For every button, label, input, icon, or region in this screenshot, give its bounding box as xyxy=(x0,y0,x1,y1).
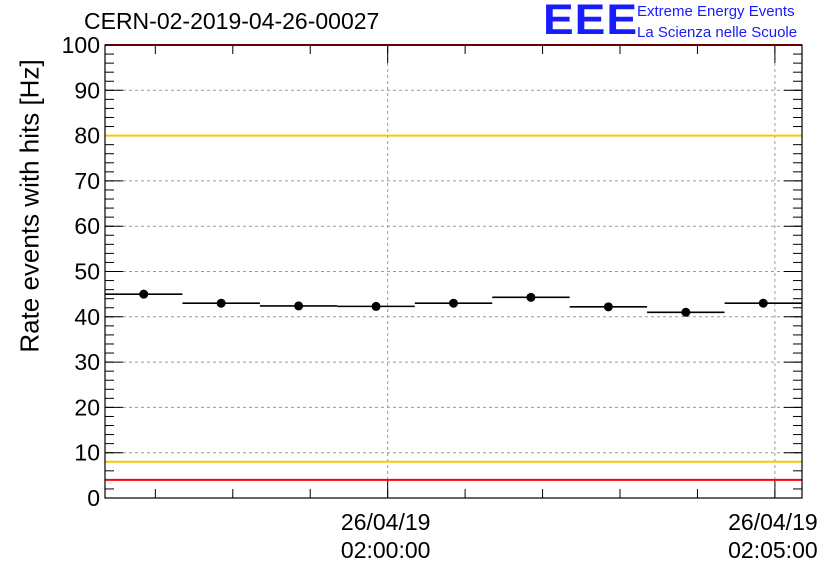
logo-line-1: Extreme Energy Events xyxy=(637,3,795,20)
x-tick-label-time: 02:05:00 xyxy=(728,537,818,563)
y-tick-label: 50 xyxy=(74,259,100,285)
y-tick-label: 10 xyxy=(74,440,100,466)
x-tick-label-date: 26/04/19 xyxy=(728,509,818,535)
y-tick-label: 40 xyxy=(74,304,100,330)
logo-line-2: La Scienza nelle Scuole xyxy=(637,24,798,41)
y-tick-label: 0 xyxy=(87,485,100,511)
data-point xyxy=(216,298,226,308)
x-tick-label-time: 02:00:00 xyxy=(341,537,431,563)
y-tick-label: 20 xyxy=(74,394,100,420)
data-point xyxy=(681,307,691,317)
y-tick-label: 30 xyxy=(74,349,100,375)
data-point xyxy=(371,301,381,311)
y-tick-label: 80 xyxy=(74,123,100,149)
y-tick-label: 90 xyxy=(74,77,100,103)
data-point xyxy=(139,289,149,299)
data-point xyxy=(449,298,458,308)
chart-title: CERN-02-2019-04-26-00027 xyxy=(84,8,380,34)
x-tick-label-date: 26/04/19 xyxy=(341,509,431,535)
data-point xyxy=(526,292,536,302)
data-point xyxy=(294,301,304,311)
y-tick-label: 70 xyxy=(74,168,100,194)
data-point xyxy=(758,298,768,308)
data-point xyxy=(603,302,613,312)
y-tick-label: 60 xyxy=(74,213,100,239)
eee-logo: EEE xyxy=(543,0,639,44)
plot-frame xyxy=(104,44,803,499)
y-tick-label: 100 xyxy=(62,32,100,58)
